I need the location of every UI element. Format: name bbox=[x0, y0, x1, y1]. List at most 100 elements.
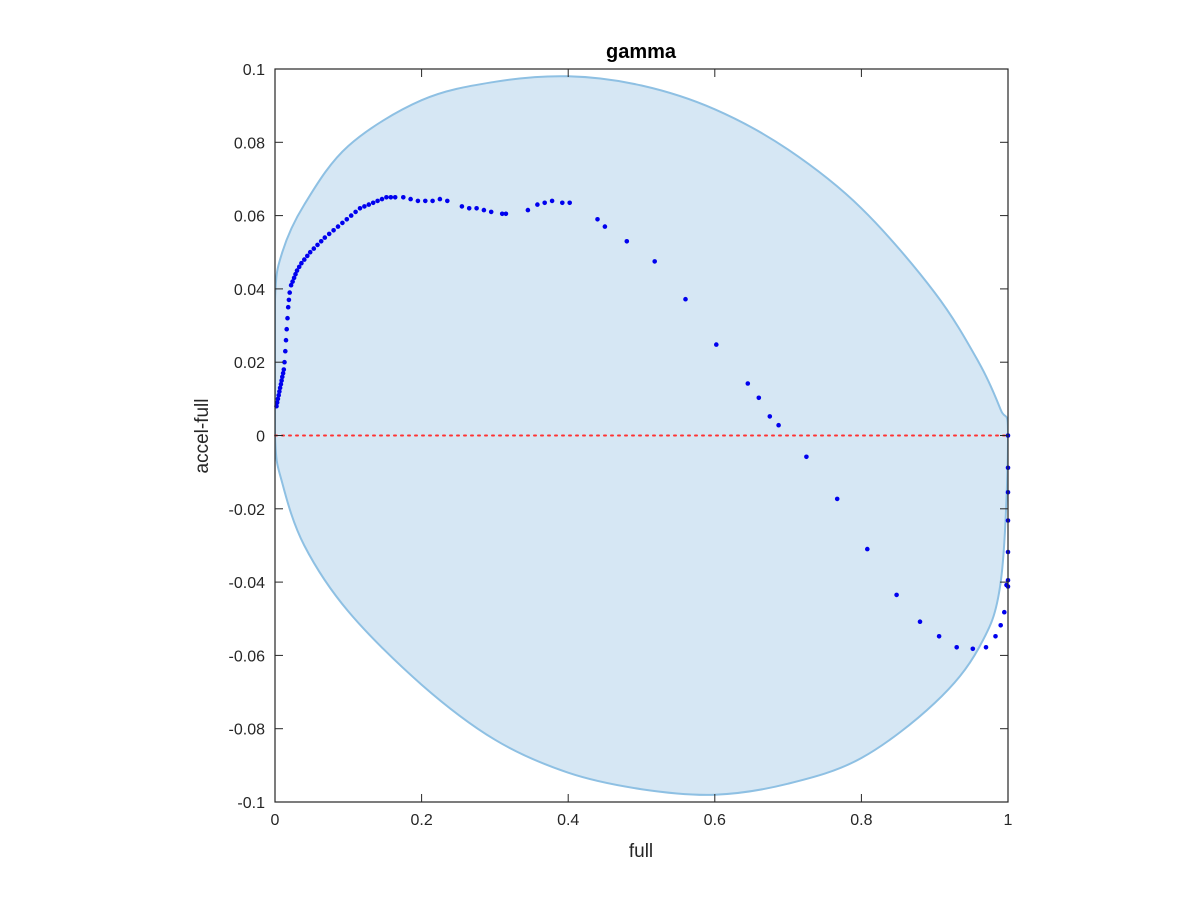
data-point bbox=[335, 224, 341, 229]
y-tick-label: -0.06 bbox=[229, 648, 266, 665]
data-point bbox=[525, 207, 531, 213]
data-point bbox=[287, 290, 293, 295]
data-point bbox=[423, 198, 428, 204]
data-point bbox=[993, 634, 998, 639]
data-point bbox=[714, 342, 719, 347]
data-point bbox=[344, 217, 350, 222]
data-point bbox=[277, 385, 283, 391]
x-tick-label: 1 bbox=[1004, 812, 1013, 829]
data-point bbox=[281, 367, 287, 372]
data-point bbox=[970, 646, 976, 652]
data-point bbox=[280, 370, 286, 376]
data-point bbox=[283, 348, 288, 354]
x-tick-label: 0.6 bbox=[704, 812, 726, 829]
y-tick-label: 0.06 bbox=[234, 209, 265, 226]
data-point bbox=[284, 326, 290, 332]
y-tick-label: -0.1 bbox=[237, 795, 265, 812]
data-point bbox=[366, 202, 372, 207]
data-point bbox=[624, 239, 630, 244]
y-tick-label: 0.08 bbox=[234, 135, 265, 152]
data-point bbox=[401, 195, 406, 200]
data-point bbox=[288, 282, 294, 288]
data-point bbox=[445, 198, 450, 204]
data-point bbox=[305, 253, 310, 259]
data-point bbox=[294, 268, 300, 273]
data-point bbox=[280, 374, 285, 380]
x-tick-label: 0.4 bbox=[557, 812, 579, 829]
data-point bbox=[384, 195, 389, 200]
data-point bbox=[290, 279, 295, 284]
data-point bbox=[804, 454, 809, 460]
data-point bbox=[278, 381, 284, 387]
data-point bbox=[322, 235, 328, 240]
data-point bbox=[311, 246, 317, 251]
y-tick-label: 0.1 bbox=[243, 62, 265, 79]
x-tick-label: 0 bbox=[271, 812, 280, 829]
y-tick-label: 0 bbox=[256, 429, 265, 446]
data-point bbox=[535, 202, 540, 207]
data-point bbox=[285, 315, 290, 321]
data-point bbox=[315, 242, 320, 248]
data-point bbox=[834, 496, 840, 502]
data-point bbox=[983, 645, 989, 650]
data-point bbox=[488, 209, 494, 215]
data-point bbox=[745, 381, 751, 386]
data-point bbox=[318, 239, 324, 244]
data-point bbox=[282, 359, 287, 365]
data-point bbox=[917, 619, 923, 624]
data-point bbox=[1002, 609, 1007, 615]
data-point bbox=[326, 231, 332, 237]
data-point bbox=[293, 271, 298, 277]
data-point bbox=[595, 217, 600, 222]
y-tick-label: 0.02 bbox=[234, 355, 265, 372]
data-point bbox=[362, 204, 367, 209]
data-point bbox=[936, 634, 942, 639]
data-point bbox=[392, 195, 398, 200]
y-tick-label: 0.04 bbox=[234, 282, 265, 299]
axes: 0 0.2 0.4 0.6 0.8 1 -0.1 -0.08 -0.06 -0.04 -0.02 0 0… bbox=[229, 62, 1013, 829]
data-point bbox=[348, 213, 354, 218]
data-point bbox=[567, 200, 572, 206]
data-point bbox=[415, 198, 421, 204]
data-point bbox=[954, 645, 959, 650]
data-point bbox=[776, 422, 781, 428]
x-axis-label: full bbox=[629, 841, 653, 862]
data-point bbox=[865, 546, 870, 552]
x-tick-label: 0.2 bbox=[410, 812, 432, 829]
data-point bbox=[756, 395, 762, 401]
chart-title: gamma bbox=[606, 41, 677, 63]
data-point bbox=[375, 198, 380, 204]
data-point bbox=[767, 414, 773, 419]
data-point bbox=[291, 275, 297, 281]
data-point bbox=[275, 396, 281, 402]
data-point bbox=[549, 198, 555, 204]
data-point bbox=[307, 249, 313, 255]
data-point bbox=[466, 206, 472, 211]
data-point bbox=[437, 196, 443, 202]
data-point bbox=[503, 211, 509, 217]
x-tick-label: 0.8 bbox=[850, 812, 872, 829]
data-point bbox=[276, 392, 282, 398]
data-point bbox=[683, 296, 688, 302]
data-point bbox=[388, 195, 394, 200]
y-tick-label: -0.08 bbox=[229, 722, 266, 739]
data-point bbox=[894, 592, 899, 598]
data-point bbox=[353, 209, 358, 215]
data-point bbox=[370, 200, 376, 206]
data-point bbox=[299, 260, 304, 266]
y-tick-label: -0.02 bbox=[229, 502, 266, 519]
data-point bbox=[459, 204, 465, 209]
data-point bbox=[285, 304, 291, 310]
data-point bbox=[357, 206, 363, 211]
y-tick-label: -0.04 bbox=[229, 575, 266, 592]
data-point bbox=[283, 337, 289, 343]
data-point bbox=[499, 211, 505, 217]
data-point bbox=[481, 207, 487, 213]
data-point bbox=[560, 200, 565, 206]
data-point bbox=[379, 196, 385, 202]
y-axis-label: accel-full bbox=[192, 399, 213, 474]
data-point bbox=[602, 224, 608, 229]
data-point bbox=[542, 200, 547, 206]
data-point bbox=[277, 389, 282, 394]
